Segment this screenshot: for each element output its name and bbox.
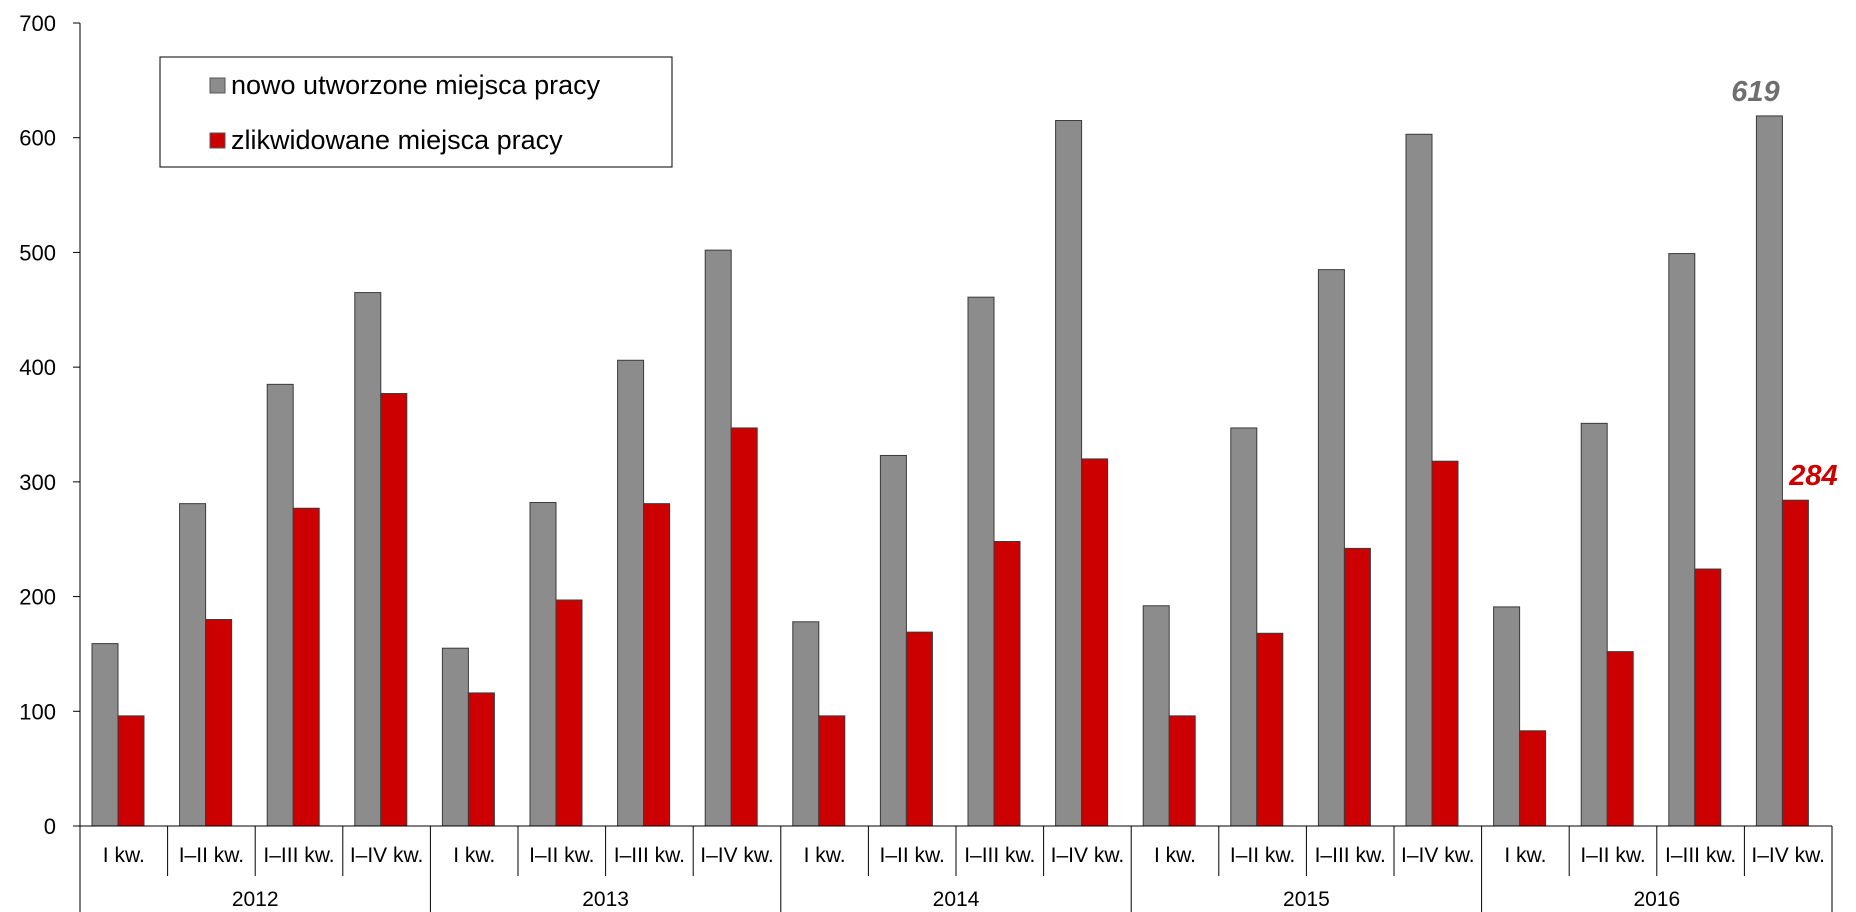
y-tick-label: 300 [19,470,56,495]
bar-removed-jobs [1520,731,1546,826]
bar-new-jobs [530,503,556,826]
bar-new-jobs [1581,423,1607,826]
x-category-label: I–III kw. [1665,844,1736,867]
bar-new-jobs [1231,428,1257,826]
bar-new-jobs [180,504,206,826]
bar-removed-jobs [1432,461,1458,826]
y-tick-label: 500 [19,240,56,265]
bar-removed-jobs [468,693,494,826]
legend-label-removed: zlikwidowane miejsca pracy [231,125,563,155]
x-category-label: I–II kw. [529,844,594,867]
bar-removed-jobs [1082,459,1108,826]
bar-removed-jobs [994,542,1020,826]
x-category-label: I kw. [103,844,145,867]
x-category-label: I–IV kw. [350,844,424,867]
bar-removed-jobs [118,716,144,826]
bar-removed-jobs [556,600,582,826]
bar-new-jobs [705,250,731,826]
bar-new-jobs [355,293,381,826]
bar-new-jobs [1056,121,1082,826]
data-labels: 619 284 [1731,76,1837,492]
bar-removed-jobs [1169,716,1195,826]
x-category-label: I–III kw. [263,844,334,867]
bar-removed-jobs [906,632,932,826]
y-tick-label: 0 [44,814,56,839]
x-category-label: I–II kw. [1230,844,1295,867]
x-category-label: I kw. [453,844,495,867]
legend: nowo utworzone miejsca pracy zlikwidowan… [160,57,672,167]
bar-removed-jobs [1607,652,1633,826]
axes: 0 100 200 300 400 500 600 700 [19,11,80,839]
bar-new-jobs [267,384,293,826]
bar-removed-jobs [293,508,319,826]
data-label: 619 [1731,76,1779,108]
x-category-label: I–II kw. [179,844,244,867]
bar-new-jobs [442,648,468,826]
x-group-label: 2012 [232,888,279,911]
y-tick-label: 100 [19,699,56,724]
x-category-label: I–III kw. [964,844,1035,867]
bar-removed-jobs [381,394,407,826]
x-category-label: I kw. [1504,844,1546,867]
y-tick-label: 600 [19,126,56,151]
x-category-label: I–III kw. [1315,844,1386,867]
y-tick-label: 200 [19,585,56,610]
x-category-label: I–III kw. [614,844,685,867]
legend-swatch-removed [210,133,225,148]
data-label: 284 [1788,460,1837,492]
bar-new-jobs [793,622,819,826]
x-category-label: I kw. [1154,844,1196,867]
legend-swatch-new [210,78,225,93]
bar-removed-jobs [1257,633,1283,826]
bar-removed-jobs [1344,548,1370,826]
x-category-label: I–IV kw. [1051,844,1125,867]
bar-new-jobs [1143,606,1169,826]
bar-new-jobs [618,360,644,826]
y-tick-label: 700 [19,11,56,36]
x-group-label: 2014 [933,888,980,911]
bar-new-jobs [92,644,118,826]
bar-removed-jobs [731,428,757,826]
x-group-label: 2016 [1633,888,1680,911]
x-category-label: I kw. [804,844,846,867]
bar-new-jobs [880,455,906,826]
bar-new-jobs [1756,116,1782,826]
x-category-label: I–IV kw. [1751,844,1825,867]
legend-label-new: nowo utworzone miejsca pracy [231,70,601,100]
bar-new-jobs [1406,134,1432,826]
x-category-label: I–II kw. [880,844,945,867]
x-category-label: I–IV kw. [700,844,774,867]
bar-removed-jobs [1695,569,1721,826]
bars [92,116,1808,826]
bar-removed-jobs [1782,500,1808,826]
bar-new-jobs [1318,270,1344,826]
bar-removed-jobs [206,620,232,826]
x-group-label: 2013 [582,888,629,911]
bar-new-jobs [968,297,994,826]
y-tick-label: 400 [19,355,56,380]
x-category-label: I–II kw. [1580,844,1645,867]
bar-removed-jobs [819,716,845,826]
x-axis: I kw. I–II kw. I–III kw. I–IV kw. I kw. I–II … [80,826,1832,912]
bar-new-jobs [1669,254,1695,826]
x-group-label: 2015 [1283,888,1330,911]
bar-removed-jobs [644,504,670,826]
x-category-label: I–IV kw. [1401,844,1475,867]
bar-new-jobs [1494,607,1520,826]
